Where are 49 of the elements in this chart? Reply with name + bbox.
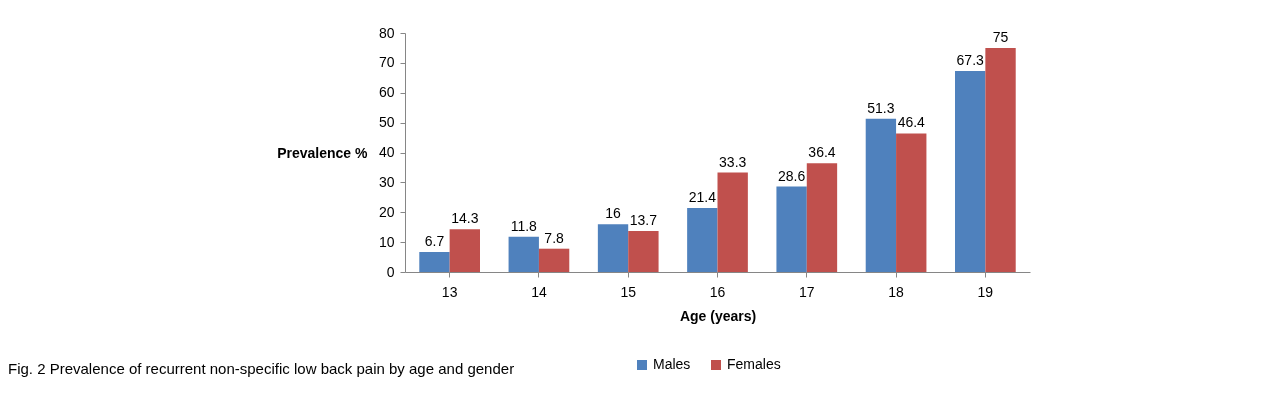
data-label: 75 [992, 28, 1009, 45]
data-label: 21.4 [688, 189, 717, 206]
y-tick-label: 20 [378, 203, 395, 220]
data-label: 11.8 [510, 217, 538, 234]
bar [955, 70, 986, 272]
data-label: 6.7 [424, 232, 445, 249]
legend-label: Males [653, 356, 691, 372]
bar [865, 118, 897, 272]
x-tick-label: 15 [620, 283, 637, 300]
data-label: 28.6 [777, 167, 806, 184]
y-tick-label: 70 [378, 54, 395, 71]
x-axis-title: Age (years) [679, 307, 757, 324]
y-axis-title: Prevalence % [277, 144, 369, 161]
bar [597, 224, 629, 272]
x-tick-label: 13 [441, 283, 458, 300]
bar [419, 251, 450, 272]
data-label: 14.3 [451, 210, 479, 227]
data-label: 67.3 [956, 51, 985, 68]
bar [985, 47, 1016, 272]
y-tick-label: 10 [378, 233, 395, 250]
x-tick-label: 14 [531, 283, 547, 300]
data-label: 46.4 [897, 114, 926, 131]
caption: Fig. 2 Prevalence of recurrent non-specific low back pain by age and gender [8, 360, 515, 377]
x-tick-label: 17 [799, 283, 815, 300]
y-tick-label: 50 [378, 114, 395, 131]
y-tick-label: 80 [378, 24, 395, 41]
bar [628, 231, 659, 272]
bar [538, 248, 570, 272]
data-label: 13.7 [629, 212, 658, 229]
bar [776, 186, 807, 272]
data-label: 51.3 [867, 99, 895, 116]
legend-label: Females [727, 356, 781, 372]
bar [449, 229, 480, 272]
data-label: 16 [605, 205, 622, 222]
x-tick-label: 18 [888, 283, 905, 300]
y-tick-label: 60 [378, 84, 395, 101]
y-tick-label: 30 [378, 173, 395, 190]
data-label: 7.8 [544, 229, 565, 246]
bar [687, 208, 718, 272]
data-label: 36.4 [808, 144, 836, 161]
x-tick-label: 19 [977, 283, 994, 300]
bar [896, 133, 927, 272]
bar [717, 172, 748, 272]
bar [508, 236, 539, 272]
data-label: 33.3 [719, 153, 747, 170]
x-tick-label: 16 [709, 283, 726, 300]
y-tick-label: 40 [378, 144, 395, 160]
bar [806, 163, 838, 272]
y-tick-label: 0 [386, 263, 395, 280]
